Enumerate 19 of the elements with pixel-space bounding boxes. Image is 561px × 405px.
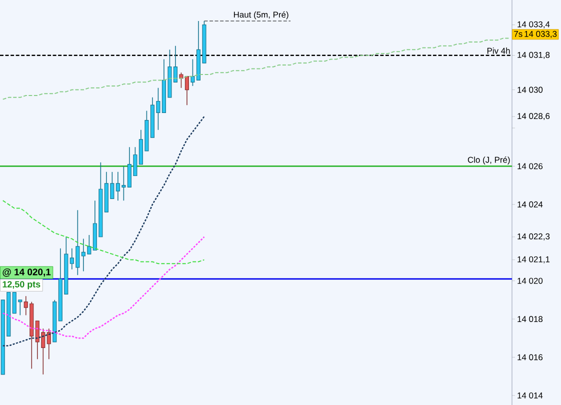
y-tick-label: 14 028,6 xyxy=(518,113,550,120)
y-tick-label: 14 030 xyxy=(518,86,543,93)
y-tick-label: 14 024 xyxy=(518,201,543,208)
y-tick-label: 14 018 xyxy=(518,316,543,322)
y-tick-label: 14 020 xyxy=(518,278,543,284)
ref-line-label: Piv 4h xyxy=(487,48,510,54)
y-tick-label: 14 022,3 xyxy=(518,233,550,240)
ref-line-label: Haut (5m, Pré) xyxy=(234,11,288,20)
y-tick-label: 14 026 xyxy=(518,163,543,170)
y-tick-label: 14 014 xyxy=(518,392,543,398)
text: 7s xyxy=(514,31,522,37)
text: 14 033,3 xyxy=(524,30,557,38)
y-tick-label: 14 021,1 xyxy=(518,256,550,264)
ref-line-label: Clo (J, Pré) xyxy=(468,156,510,164)
annotation: 12,50 pts xyxy=(2,281,40,290)
y-tick-label: 14 033,4 xyxy=(518,21,550,28)
ref-line-label: @ 14 020,1 xyxy=(2,268,51,277)
y-tick-label: 14 016 xyxy=(518,354,543,360)
y-tick-label: 14 031,8 xyxy=(518,52,550,59)
